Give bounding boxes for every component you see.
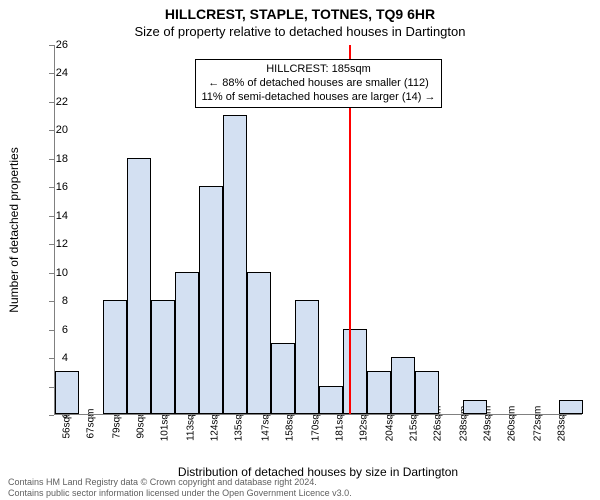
plot-area: HILLCREST: 185sqm ← 88% of detached hous… — [54, 45, 582, 415]
y-tick-mark — [49, 415, 54, 416]
histogram-bar — [127, 158, 151, 414]
histogram-bar — [199, 186, 223, 414]
histogram-bar — [319, 386, 343, 414]
y-axis-label: Number of detached properties — [7, 147, 21, 312]
histogram-bar — [295, 300, 319, 414]
x-tick-mark — [488, 415, 489, 419]
histogram-bar — [367, 371, 391, 414]
x-tick-mark — [512, 415, 513, 419]
annot-property-size: HILLCREST: 185sqm — [202, 63, 436, 77]
x-tick-mark — [165, 415, 166, 419]
histogram-bar — [391, 357, 415, 414]
x-tick-mark — [67, 415, 68, 419]
x-tick-mark — [438, 415, 439, 419]
histogram-bar — [55, 371, 79, 414]
histogram-bar — [559, 400, 583, 414]
property-size-chart: HILLCREST, STAPLE, TOTNES, TQ9 6HR Size … — [0, 0, 600, 500]
histogram-bar — [271, 343, 295, 414]
histogram-bar — [343, 329, 367, 414]
x-tick-mark — [266, 415, 267, 419]
x-tick-mark — [464, 415, 465, 419]
x-tick-mark — [290, 415, 291, 419]
footer-line-2: Contains public sector information licen… — [8, 488, 352, 498]
x-tick-mark — [215, 415, 216, 419]
footer-line-1: Contains HM Land Registry data © Crown c… — [8, 477, 352, 487]
x-tick-mark — [562, 415, 563, 419]
histogram-bar — [415, 371, 439, 414]
histogram-bar — [103, 300, 127, 414]
x-tick-mark — [340, 415, 341, 419]
x-tick-mark — [239, 415, 240, 419]
x-tick-mark — [117, 415, 118, 419]
x-tick-mark — [141, 415, 142, 419]
histogram-bar — [175, 272, 199, 414]
histogram-bar — [463, 400, 487, 414]
x-tick-mark — [191, 415, 192, 419]
histogram-bar — [151, 300, 175, 414]
x-tick-mark — [390, 415, 391, 419]
annot-larger-pct: 11% of semi-detached houses are larger (… — [202, 91, 436, 105]
annot-smaller-pct: ← 88% of detached houses are smaller (11… — [202, 77, 436, 91]
x-tick-mark — [538, 415, 539, 419]
x-tick-mark — [91, 415, 92, 419]
histogram-bar — [223, 115, 247, 414]
annotation-box: HILLCREST: 185sqm ← 88% of detached hous… — [195, 59, 443, 108]
chart-title-address: HILLCREST, STAPLE, TOTNES, TQ9 6HR — [0, 6, 600, 22]
attribution-footer: Contains HM Land Registry data © Crown c… — [8, 477, 352, 498]
x-tick-mark — [414, 415, 415, 419]
x-tick-mark — [364, 415, 365, 419]
chart-subtitle: Size of property relative to detached ho… — [0, 24, 600, 39]
histogram-bar — [247, 272, 271, 414]
x-tick-mark — [316, 415, 317, 419]
